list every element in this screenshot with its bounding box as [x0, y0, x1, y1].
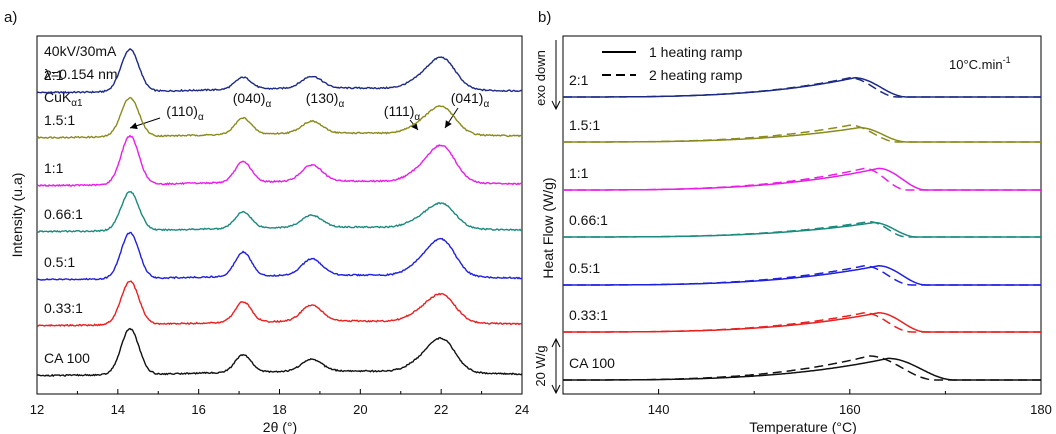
- dsc-series-label: 1.5:1: [569, 117, 600, 133]
- panel-b-y-axis-title: Heat Flow (W/g): [540, 177, 556, 278]
- peak-label: (041)α: [451, 90, 490, 110]
- xrd-series-label: 1.5:1: [44, 112, 75, 128]
- dsc-series-label: 1:1: [569, 165, 589, 181]
- peak-label-phase: α: [483, 99, 489, 110]
- dsc-series-label: 0.33:1: [569, 307, 608, 323]
- panel-b-x-tick-label: 160: [839, 402, 861, 417]
- panel-a-y-axis-title: Intensity (u.a): [9, 173, 25, 258]
- heating-rate-sup: -1: [1003, 55, 1011, 65]
- panel-a-series: [36, 48, 523, 378]
- instrument-info: 40kV/30mA λ=0.154 nm CuKα1: [44, 43, 118, 109]
- panel-b-x-tick-label: 180: [1030, 402, 1052, 417]
- dsc-series-label: 0.66:1: [569, 212, 608, 228]
- peak-label-phase: α: [414, 112, 420, 123]
- xrd-series-3: [36, 190, 522, 233]
- panel-a-x-tick-label: 22: [434, 402, 448, 417]
- dsc-ramp2-4: [563, 265, 1041, 286]
- xrd-series-1: [36, 96, 523, 139]
- peak-label-index: (111): [384, 103, 415, 119]
- dsc-series-label: 2:1: [569, 72, 589, 88]
- peak-label-index: (110): [166, 103, 198, 119]
- panel-a-x-tick-label: 14: [111, 402, 125, 417]
- panel-b-series: [563, 77, 1041, 381]
- heating-rate-main: 10°C.min: [949, 57, 1003, 72]
- xrd-series-5: [36, 280, 523, 327]
- panel-a-x-tick-label: 24: [515, 402, 529, 417]
- heating-rate-label: 10°C.min-1: [949, 55, 1011, 72]
- dsc-ramp2-6: [563, 355, 1041, 381]
- xrd-series-4: [36, 231, 523, 281]
- scale-bar-arrow-bottom: [551, 384, 561, 395]
- panel-a-x-axis: 12 14 16 18 20 22 24: [30, 389, 529, 417]
- panel-a-frame: [36, 35, 523, 395]
- panel-a: a) 12 14 16 18 20 22 24 2θ (°) Intensity (u.a)…: [4, 9, 529, 434]
- peak-label-phase: α: [265, 99, 271, 110]
- panel-b-series-labels: 2:1 1.5:1 1:1 0.66:1 0.5:1 0.33:1 CA 100: [569, 72, 615, 371]
- peak-label: (040)α: [233, 90, 272, 110]
- dsc-series-label: 0.5:1: [569, 260, 600, 276]
- dsc-ramp2-0: [563, 77, 1041, 98]
- exo-down-indicator: exo down: [533, 40, 561, 111]
- dsc-ramp1-6: [563, 357, 1041, 381]
- xrd-series-label: 0.5:1: [44, 254, 75, 270]
- panel-a-x-tick-label: 20: [353, 402, 367, 417]
- legend: 1 heating ramp 2 heating ramp: [602, 44, 743, 83]
- dsc-series-label: CA 100: [569, 355, 615, 371]
- dsc-ramp2-2: [563, 167, 1041, 191]
- info-wavelength: λ=0.154 nm: [44, 66, 118, 82]
- peak-label-index: (040): [233, 90, 266, 106]
- peak-label-index: (041): [451, 90, 484, 106]
- xrd-series-2: [36, 134, 523, 187]
- scale-bar-label: 20 W/g: [533, 345, 548, 386]
- panel-a-x-axis-title: 2θ (°): [263, 419, 297, 434]
- peak-label-phase: α: [198, 112, 204, 123]
- exo-down-label: exo down: [533, 50, 548, 106]
- xrd-series-label: 0.33:1: [44, 300, 83, 316]
- panel-a-series-labels: 2:1 1.5:1 1:1 0.66:1 0.5:1 0.33:1 CA 100: [44, 67, 90, 366]
- xrd-series-label: CA 100: [44, 350, 90, 366]
- peak-label-phase: α: [338, 99, 344, 110]
- panel-b-x-axis: 140 160 180: [562, 389, 1052, 417]
- panel-b-label: b): [538, 9, 551, 26]
- peak-arrowhead: [445, 120, 452, 128]
- panel-b-frame: [562, 35, 1042, 395]
- xrd-series-label: 2:1: [44, 67, 64, 83]
- dsc-ramp1-2: [563, 167, 1041, 191]
- xrd-series-6: [36, 327, 523, 378]
- dsc-ramp1-1: [563, 126, 1041, 143]
- panel-b-x-axis-title: Temperature (°C): [749, 419, 857, 434]
- peak-label-index: (130): [306, 90, 339, 106]
- peak-arrowhead: [130, 122, 138, 130]
- panel-a-x-tick-label: 16: [191, 402, 205, 417]
- exo-down-arrowhead: [551, 100, 561, 111]
- panel-b-x-tick-label: 140: [648, 402, 670, 417]
- info-radiation-sub: α1: [71, 98, 83, 109]
- dsc-ramp2-5: [563, 312, 1041, 333]
- legend-label-ramp-2: 2 heating ramp: [649, 67, 743, 83]
- panel-b: b) 140 160 180 Temperature (°C) Heat Flow …: [533, 9, 1052, 434]
- dsc-ramp1-3: [563, 221, 1041, 238]
- dsc-ramp1-0: [563, 77, 1041, 98]
- xrd-series-label: 0.66:1: [44, 206, 83, 222]
- scale-bar-arrow-top: [551, 337, 561, 348]
- dsc-ramp2-3: [563, 220, 1041, 238]
- dsc-ramp1-4: [563, 265, 1041, 286]
- scale-bar: 20 W/g: [533, 337, 561, 395]
- peak-label: (130)α: [306, 90, 345, 110]
- peak-annotations: (110)α(040)α (130)α (111)α(041)α: [129, 90, 490, 131]
- peak-label: (111)α: [384, 103, 421, 123]
- legend-label-ramp-1: 1 heating ramp: [649, 44, 743, 60]
- xrd-series-label: 1:1: [44, 160, 64, 176]
- panel-a-label: a): [4, 9, 17, 26]
- info-voltage: 40kV/30mA: [44, 43, 117, 59]
- dsc-ramp1-5: [563, 312, 1041, 333]
- xrd-series-0: [36, 48, 523, 94]
- panel-a-x-tick-label: 18: [272, 402, 286, 417]
- peak-label: (110)α: [166, 103, 204, 123]
- dsc-ramp2-1: [563, 124, 1041, 143]
- panel-a-x-tick-label: 12: [30, 402, 44, 417]
